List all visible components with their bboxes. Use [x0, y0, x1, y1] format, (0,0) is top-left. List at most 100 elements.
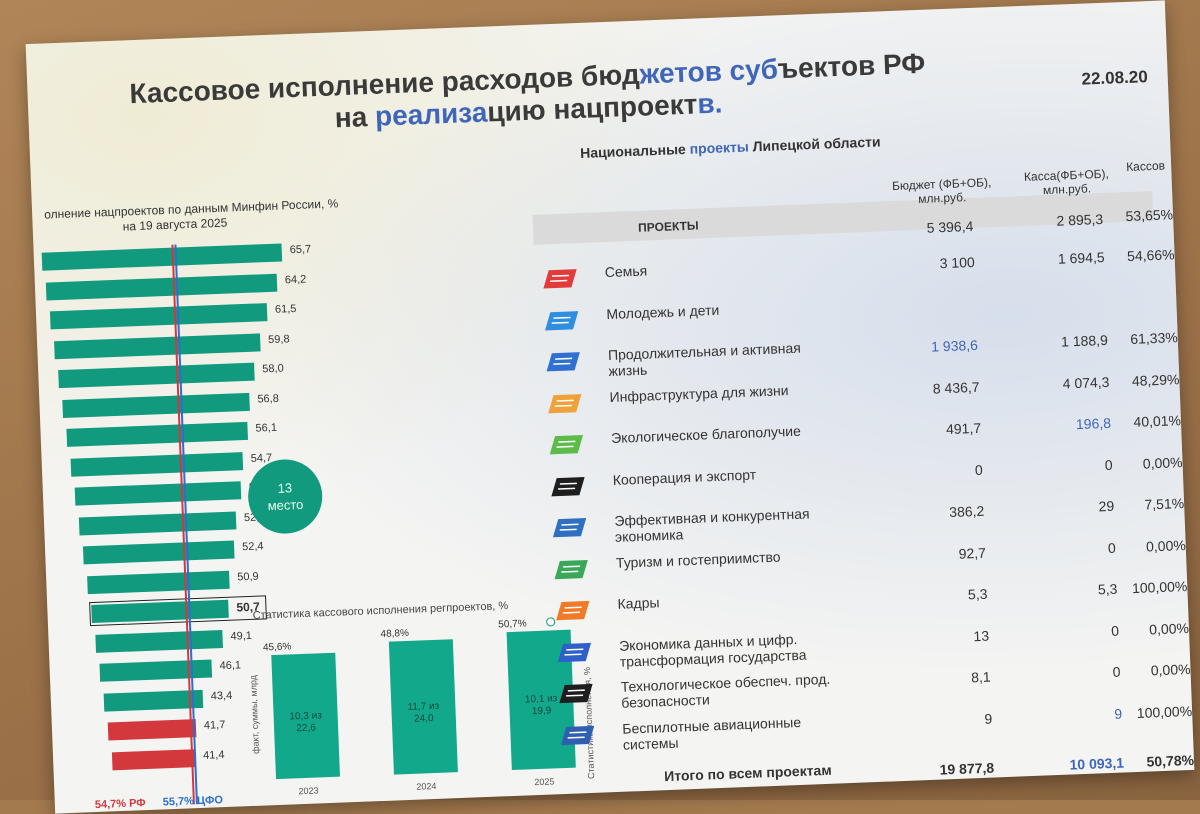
header-budget-value: 5 396,4 — [926, 217, 974, 236]
project-name: Продолжительная и активная жизнь — [607, 339, 802, 380]
project-icon — [551, 476, 585, 496]
stat-bar-label: 11,7 из 24,0 — [391, 700, 456, 726]
project-budget: 8 436,7 — [932, 378, 980, 397]
title-part: ъектов РФ — [776, 47, 926, 85]
region-bar — [95, 629, 223, 653]
region-bar-value: 41,4 — [202, 748, 225, 762]
project-budget: 3 100 — [939, 253, 976, 272]
title-part: цию нацпроект — [486, 88, 698, 128]
region-bar — [111, 748, 196, 770]
project-pct: 0,00% — [1148, 619, 1190, 637]
header-kassa-value: 2 895,3 — [1056, 210, 1104, 229]
region-bar-value: 43,4 — [210, 689, 233, 703]
project-pct: 54,66% — [1126, 246, 1175, 265]
project-kassa: 29 — [1098, 497, 1115, 515]
stat-axis-left: факт, суммы, млрд — [248, 674, 262, 755]
col-projects: ПРОЕКТЫ — [637, 218, 699, 235]
region-bar-value: 56,1 — [255, 421, 278, 435]
stat-bar-chart: факт, суммы, млрд Статистика исполнения,… — [228, 612, 596, 805]
table-subtitle: Национальные проекты Липецкой области — [580, 133, 881, 161]
project-kassa: 0 — [1112, 663, 1121, 680]
printed-sheet: Кассовое исполнение расходов бюджетов су… — [25, 0, 1195, 814]
project-budget: 13 — [973, 627, 990, 644]
project-icon — [556, 600, 590, 621]
project-name: Кооперация и экспорт — [612, 465, 757, 488]
project-pct: 0,00% — [1145, 536, 1187, 555]
legend-rf: 54,7% РФ — [94, 797, 146, 812]
project-kassa: 5,3 — [1097, 580, 1118, 598]
project-row: Кадры 5,3 5,3 100,00% — [547, 568, 1193, 631]
project-icon — [559, 683, 593, 704]
project-name: Кадры — [617, 594, 660, 612]
projects-table: ПРОЕКТЫ Бюджет (ФБ+ОБ), млн.руб. Касса(Ф… — [531, 150, 1195, 784]
project-budget: 8,1 — [970, 668, 991, 686]
header-pct-value: 53,65% — [1125, 206, 1174, 225]
stat-bar-label-line: 22,6 — [296, 722, 317, 735]
project-kassa: 9 — [1114, 705, 1123, 722]
project-name: Молодежь и дети — [606, 301, 720, 322]
title-highlight: жетов суб — [638, 53, 779, 90]
stat-bar-label: 10,3 из 22,6 — [273, 710, 338, 736]
project-name: Семья — [604, 262, 648, 281]
project-pct: 0,00% — [1150, 660, 1191, 679]
project-icon — [543, 269, 577, 289]
rank-label: место — [267, 496, 304, 514]
report-date: 22.08.20 — [1081, 67, 1149, 89]
region-bar-value: 56,8 — [257, 392, 280, 406]
region-bar-value: 64,2 — [284, 273, 307, 286]
project-name: Экономика данных и цифр. трансформация г… — [618, 630, 807, 670]
title-highlight: в. — [696, 87, 723, 120]
project-name: Технологическое обеспеч. прод. безопасно… — [620, 670, 831, 711]
page-title: Кассовое исполнение расходов бюджетов су… — [117, 47, 939, 142]
project-budget: 1 938,6 — [930, 336, 979, 355]
project-row: Технологическое обеспеч. прод. безопасно… — [550, 651, 1195, 714]
project-kassa: 4 074,3 — [1062, 373, 1110, 392]
project-kassa: 1 694,5 — [1057, 248, 1105, 267]
project-budget: 491,7 — [945, 419, 982, 438]
project-row: Экономика данных и цифр. трансформация г… — [549, 609, 1195, 672]
region-bar-value: 58,0 — [262, 362, 284, 376]
project-row: Эффективная и конкурентная экономика 386,… — [544, 485, 1190, 548]
project-name: Беспилотные авиационные системы — [622, 713, 802, 753]
project-icon — [548, 393, 582, 413]
left-chart-caption: олнение нацпроектов по данным Минфин Рос… — [44, 194, 405, 238]
project-row: Туризм и гостеприимство 92,7 0 0,00% — [545, 527, 1192, 590]
project-row: Продолжительная и активная жизнь 1 938,6 1… — [538, 319, 1184, 382]
project-icon — [560, 725, 595, 745]
project-icon — [544, 310, 579, 330]
region-bar — [45, 273, 278, 301]
reference-legend: 54,7% РФ 55,7% ЦФО — [95, 794, 223, 811]
region-bar — [107, 719, 197, 741]
region-bar — [82, 540, 235, 565]
project-row: Экологическое благополучие 491,7 196,8 40,0… — [541, 402, 1187, 465]
project-kassa: 0 — [1104, 456, 1113, 473]
region-bar-value: 52,4 — [241, 540, 264, 554]
project-row: Молодежь и дети — [536, 278, 1177, 341]
subtitle-part: Национальные — [579, 140, 690, 161]
project-icon — [549, 435, 584, 455]
total-kassa: 10 093,1 — [1069, 754, 1125, 773]
project-kassa: 1 188,9 — [1060, 331, 1109, 350]
project-kassa: 0 — [1110, 622, 1120, 639]
project-pct: 100,00% — [1131, 577, 1188, 597]
region-bar — [54, 332, 261, 359]
subtitle-part: Липецкой области — [748, 133, 881, 155]
region-bar-value: 41,7 — [203, 719, 226, 732]
project-icon — [552, 517, 587, 538]
region-bar — [87, 570, 230, 594]
region-bar — [78, 510, 237, 535]
stat-year-label: 2024 — [416, 780, 437, 792]
project-row: Семья 3 100 1 694,5 54,66% — [534, 236, 1180, 299]
region-bar — [70, 451, 244, 477]
region-bar — [41, 243, 283, 271]
project-icon — [554, 559, 588, 579]
project-pct: 7,51% — [1144, 495, 1185, 513]
project-budget: 0 — [974, 461, 983, 478]
project-budget: 5,3 — [967, 585, 988, 603]
subtitle-highlight: проекты — [689, 138, 750, 157]
stat-bar-pct: 50,7% — [498, 618, 527, 631]
project-icon — [557, 642, 592, 662]
project-pct: 61,33% — [1129, 329, 1179, 347]
region-bar — [58, 362, 255, 389]
project-pct: 48,29% — [1131, 370, 1180, 389]
